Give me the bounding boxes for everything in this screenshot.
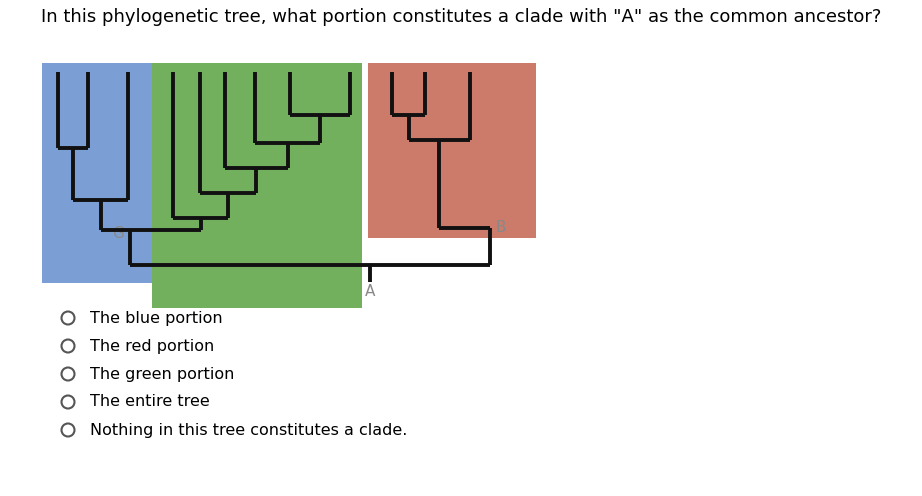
Text: The blue portion: The blue portion — [90, 310, 222, 325]
Text: B: B — [495, 221, 505, 236]
Bar — [368, 63, 536, 238]
Bar — [152, 63, 362, 308]
Text: In this phylogenetic tree, what portion constitutes a clade with "A" as the comm: In this phylogenetic tree, what portion … — [41, 8, 881, 26]
Text: The entire tree: The entire tree — [90, 394, 209, 410]
Text: A: A — [365, 284, 375, 299]
Bar — [42, 63, 182, 283]
Text: The red portion: The red portion — [90, 338, 214, 354]
Text: Nothing in this tree constitutes a clade.: Nothing in this tree constitutes a clade… — [90, 423, 408, 437]
Text: G: G — [112, 226, 124, 241]
Text: The green portion: The green portion — [90, 367, 234, 381]
